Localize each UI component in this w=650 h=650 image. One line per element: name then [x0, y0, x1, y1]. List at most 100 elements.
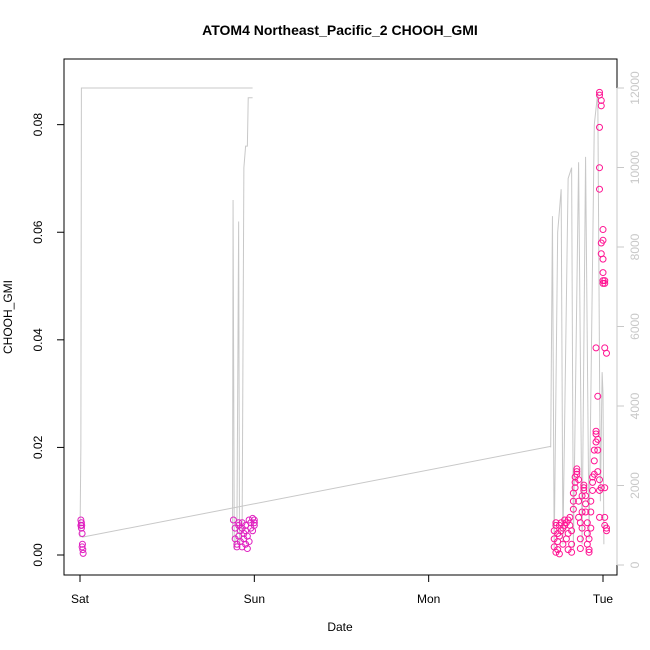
data-point: [592, 427, 600, 435]
x-tick-label: Sat: [71, 592, 90, 606]
altitude-line-segment: [232, 97, 253, 550]
data-point: [578, 508, 586, 516]
data-point: [590, 457, 598, 465]
x-tick-label: Sun: [244, 592, 265, 606]
data-point: [580, 481, 588, 489]
data-point: [554, 546, 562, 554]
data-point: [569, 497, 577, 505]
data-point: [587, 524, 595, 532]
data-point: [573, 468, 581, 476]
data-point: [568, 540, 576, 548]
altitude-line-layer: [79, 87, 605, 550]
data-point: [596, 88, 604, 96]
data-point: [599, 236, 607, 244]
y-axis-right: 0 2000 4000 6000 8000 10000 12000: [616, 71, 642, 568]
data-point: [573, 465, 581, 473]
data-point: [559, 540, 567, 548]
data-point: [77, 516, 85, 524]
altitude-line-segment: [550, 92, 605, 550]
data-point: [599, 279, 607, 287]
x-tick-label: Tue: [593, 592, 614, 606]
chart-title: ATOM4 Northeast_Pacific_2 CHOOH_GMI: [202, 22, 478, 38]
data-point: [250, 519, 258, 527]
data-point: [576, 545, 584, 553]
data-point: [599, 269, 607, 277]
data-point: [596, 123, 604, 131]
y-right-tick-label: 0: [628, 561, 642, 568]
data-point: [568, 548, 576, 556]
data-point: [587, 497, 595, 505]
y-axis-label: CHOOH_GMI: [1, 280, 15, 354]
data-point: [77, 519, 85, 527]
data-point: [583, 519, 591, 527]
data-point: [596, 91, 604, 99]
data-point: [555, 550, 563, 558]
y-tick-label: 0.08: [31, 113, 45, 137]
data-point: [569, 505, 577, 513]
y-right-tick-label: 12000: [628, 71, 642, 105]
altitude-line-segment: [81, 445, 551, 538]
data-point: [582, 508, 590, 516]
data-point: [585, 548, 593, 556]
data-point: [596, 476, 604, 484]
data-point: [249, 514, 257, 522]
data-point: [568, 527, 576, 535]
data-point: [592, 344, 600, 352]
data-point: [233, 543, 241, 551]
x-tick-label: Mon: [417, 592, 440, 606]
data-point: [599, 226, 607, 234]
data-point: [566, 513, 574, 521]
data-point: [582, 492, 590, 500]
y-tick-label: 0.06: [31, 220, 45, 244]
data-point: [601, 484, 609, 492]
data-point: [578, 524, 586, 532]
data-point: [590, 446, 598, 454]
y-tick-label: 0.00: [31, 543, 45, 567]
data-point: [576, 535, 584, 543]
data-point: [597, 484, 605, 492]
y-tick-label: 0.04: [31, 328, 45, 352]
data-point: [601, 513, 609, 521]
data-point: [580, 484, 588, 492]
data-point: [602, 349, 610, 357]
y-tick-label: 0.02: [31, 435, 45, 459]
data-point: [78, 543, 86, 551]
data-point: [602, 524, 610, 532]
data-point: [594, 468, 602, 476]
data-point: [243, 545, 251, 553]
data-point: [79, 549, 87, 557]
y-right-tick-label: 10000: [628, 150, 642, 184]
y-right-tick-label: 4000: [628, 392, 642, 419]
x-axis: Sat Sun Mon Tue: [71, 574, 614, 606]
data-point: [245, 538, 253, 546]
data-point: [77, 524, 85, 532]
y-right-tick-label: 6000: [628, 313, 642, 340]
data-point: [596, 513, 604, 521]
data-point: [594, 392, 602, 400]
data-point: [250, 516, 258, 524]
data-point: [602, 527, 610, 535]
data-point: [589, 478, 597, 486]
data-point: [594, 435, 602, 443]
data-point: [587, 508, 595, 516]
data-point: [78, 529, 86, 537]
altitude-line-segment: [79, 87, 253, 538]
data-point: [599, 255, 607, 263]
data-point: [78, 521, 86, 529]
data-point: [78, 540, 86, 548]
data-point: [585, 535, 593, 543]
data-point: [594, 446, 602, 454]
data-point: [596, 164, 604, 172]
y-right-tick-label: 2000: [628, 472, 642, 499]
data-point: [596, 185, 604, 193]
data-point: [79, 546, 87, 554]
data-points-layer: [77, 88, 610, 558]
data-point: [250, 521, 258, 529]
y-axis-left: 0.00 0.02 0.04 0.06 0.08: [31, 113, 65, 567]
data-point: [585, 546, 593, 554]
data-point: [235, 519, 243, 527]
data-point: [575, 476, 583, 484]
data-point: [571, 484, 579, 492]
